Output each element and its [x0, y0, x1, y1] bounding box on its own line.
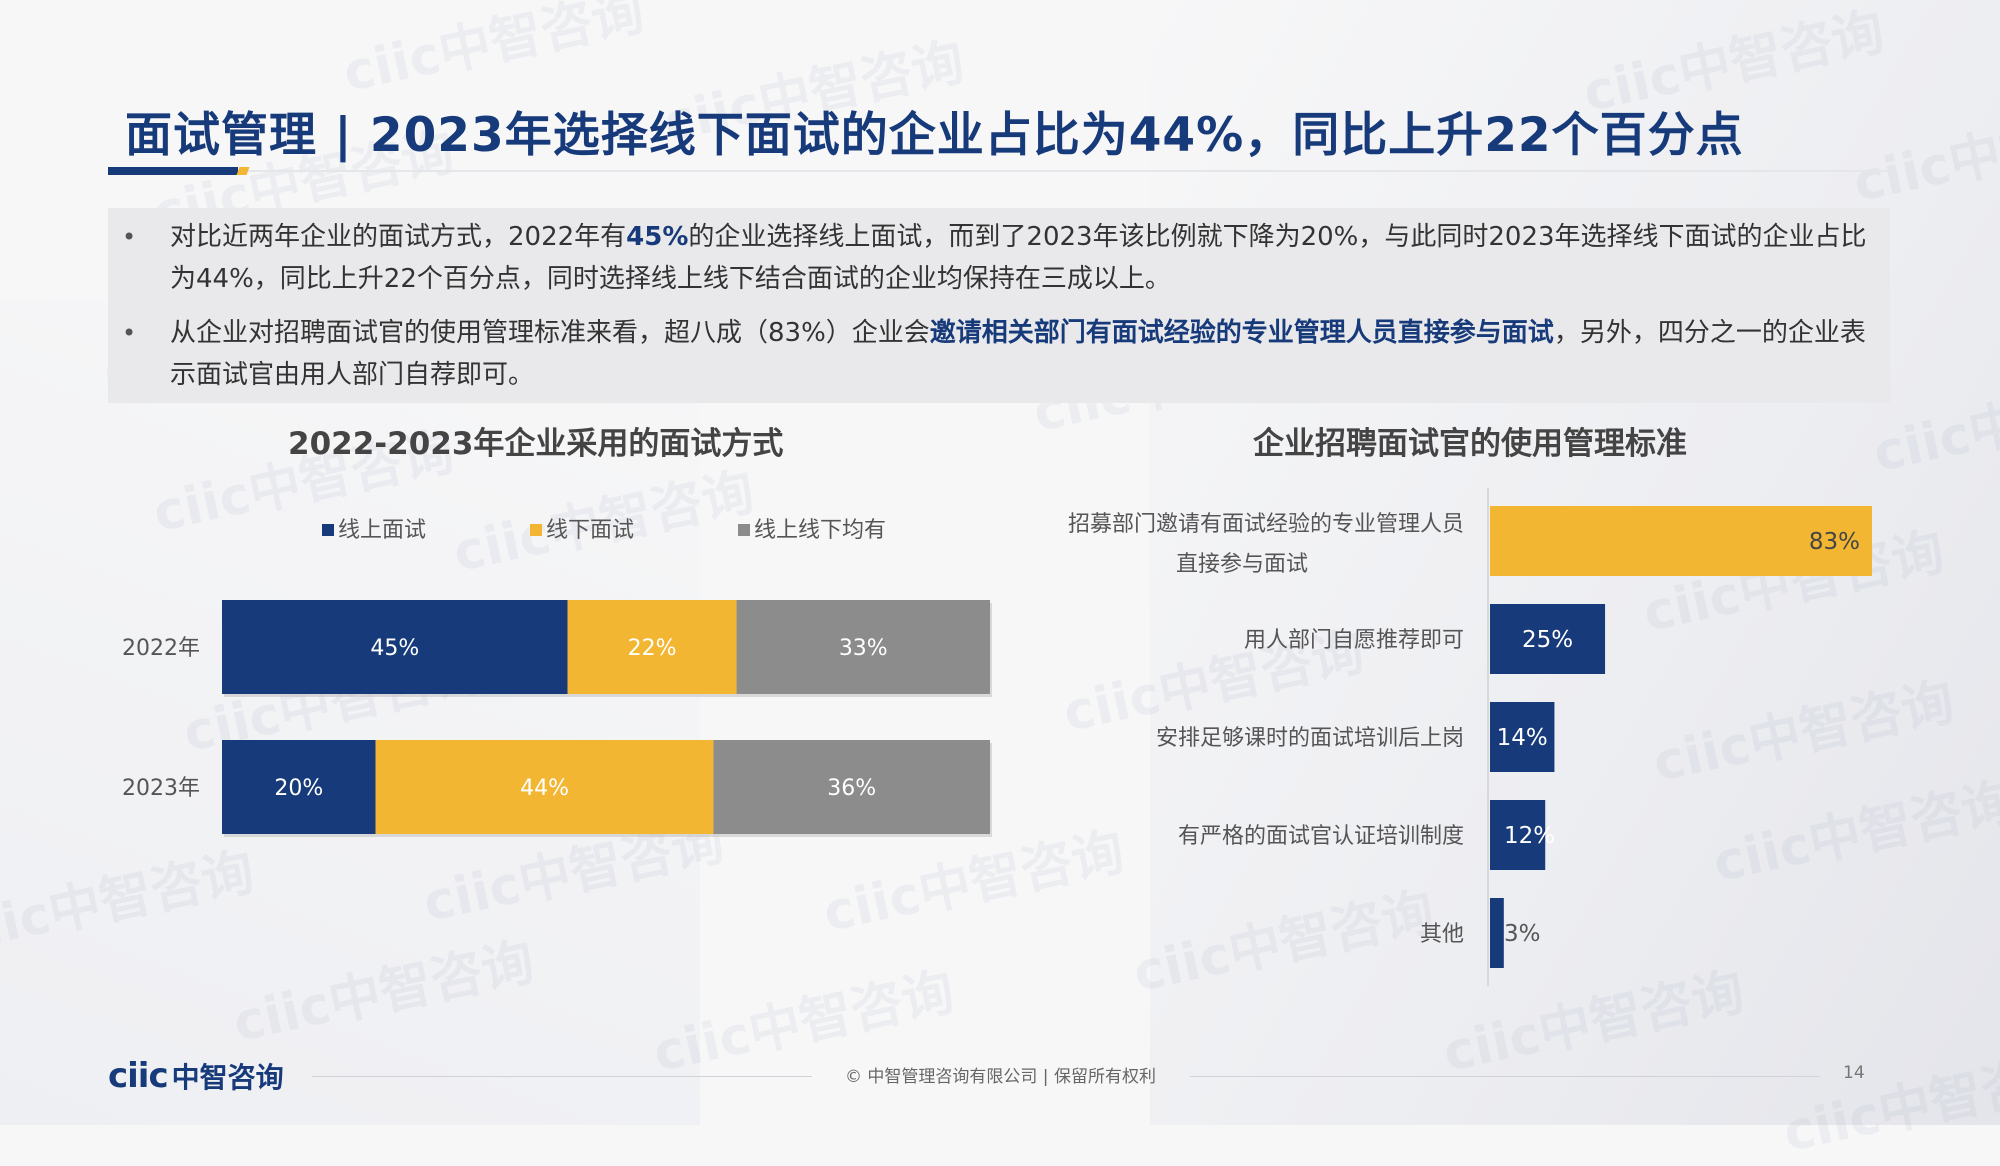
bar [1490, 800, 1546, 870]
bullet-highlight: 45% [626, 222, 689, 252]
summary-bullet-1: • 对比近两年企业的面试方式，2022年有45%的企业选择线上面试，而到了202… [108, 216, 1890, 300]
bar [1490, 506, 1872, 576]
page-title: 面试管理 | 2023年选择线下面试的企业占比为44%，同比上升22个百分点 [125, 108, 1744, 163]
legend-item-offline: 线下面试 [530, 512, 634, 544]
logo-cn: 中智咨询 [171, 1061, 284, 1094]
data-label: 14% [1497, 725, 1548, 751]
category-label: 用人部门自愿推荐即可 [1244, 628, 1464, 653]
legend-label: 线上面试 [338, 518, 427, 543]
stacked-bar-segment [375, 740, 714, 834]
stacked-bar-segment [222, 600, 568, 694]
legend-swatch-icon [322, 524, 334, 536]
bullet-text: 对比近两年企业的面试方式，2022年有 [170, 222, 627, 252]
bullet-highlight: 邀请相关部门有面试经验的专业管理人员直接参与面试 [929, 318, 1554, 348]
summary-box: • 对比近两年企业的面试方式，2022年有45%的企业选择线上面试，而到了202… [108, 208, 1890, 403]
bullet-text: 从企业对招聘面试官的使用管理标准来看，超八成（83%）企业会 [170, 318, 930, 348]
category-label: 2022年 [122, 636, 200, 661]
stacked-bar-segment [713, 740, 990, 834]
stacked-bar-segment [736, 600, 990, 694]
data-label: 12% [1504, 823, 1555, 849]
data-label: 22% [628, 636, 677, 661]
left-chart-title: 2022-2023年企业采用的面试方式 [288, 426, 784, 462]
bullet-text: 的企业选择线上面试，而到了2023年该比例就下降为20%，与此同时2023年选择… [170, 222, 1867, 294]
bullet-dot-icon: • [122, 319, 137, 347]
footer-copyright: © 中智管理咨询有限公司 | 保留所有权利 [845, 1067, 1156, 1087]
data-label: 44% [520, 776, 569, 801]
legend-label: 线上线下均有 [754, 518, 887, 543]
data-label: 33% [839, 636, 888, 661]
data-label: 83% [1809, 529, 1860, 555]
stacked-bar-segment [222, 740, 376, 834]
category-label: 2023年 [122, 776, 200, 801]
title-accent-mark [236, 167, 250, 175]
bar [1490, 604, 1606, 674]
footer-divider [312, 1076, 812, 1077]
data-label: 25% [1522, 627, 1573, 653]
bullet-dot-icon: • [122, 223, 137, 251]
data-label: 3% [1504, 921, 1541, 947]
footer-logo: ciic 中智咨询 [108, 1056, 284, 1096]
title-divider [108, 170, 1888, 172]
bullet-text: ，另外，四分之一的企业表示面试官由用人部门自荐即可。 [170, 318, 1866, 390]
legend-label: 线下面试 [546, 518, 635, 543]
footer-divider [1190, 1076, 1820, 1077]
watermark-text: ciic中智咨询 [338, 0, 650, 104]
legend-swatch-icon [738, 524, 750, 536]
data-label: 20% [274, 776, 323, 801]
category-label: 直接参与面试 [1176, 552, 1308, 577]
left-stacked-bar-chart: 2022年 45% 22% 33% 2023年 20% 44% 36% [122, 600, 992, 837]
category-label: 招募部门邀请有面试经验的专业管理人员 [1068, 512, 1464, 537]
legend-item-both: 线上线下均有 [738, 512, 886, 544]
bar [1490, 898, 1504, 968]
right-chart-title: 企业招聘面试官的使用管理标准 [1253, 426, 1687, 462]
title-accent-bar [108, 167, 238, 175]
data-label: 45% [370, 636, 419, 661]
legend-swatch-icon [530, 524, 542, 536]
category-label: 安排足够课时的面试培训后上岗 [1156, 726, 1464, 751]
legend-item-online: 线上面试 [322, 512, 426, 544]
stacked-bar-segment [567, 600, 737, 694]
logo-latin: ciic [108, 1056, 169, 1096]
category-label: 其他 [1420, 922, 1464, 947]
page-number: 14 [1843, 1063, 1865, 1083]
category-label: 有严格的面试官认证培训制度 [1178, 824, 1464, 849]
bar [1490, 702, 1555, 772]
data-label: 36% [827, 776, 876, 801]
background-shape [0, 300, 700, 1125]
summary-bullet-2: • 从企业对招聘面试官的使用管理标准来看，超八成（83%）企业会邀请相关部门有面… [108, 312, 1890, 396]
